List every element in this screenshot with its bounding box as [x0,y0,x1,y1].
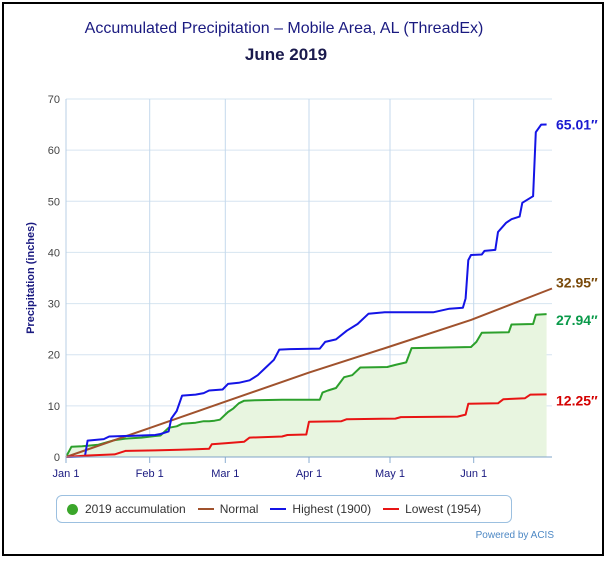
end-label-2019: 27.94″ [556,312,598,328]
y-tick-label: 70 [48,94,60,106]
y-tick-label: 50 [48,196,60,208]
y-tick-label: 0 [54,452,60,464]
series-line-normal [65,287,553,458]
legend-label-2019: 2019 accumulation [85,502,186,516]
legend-swatch-lowest [383,508,400,510]
legend-swatch-2019 [67,503,78,515]
y-tick-label: 30 [48,299,60,311]
x-tick-label: Jan 1 [53,468,80,480]
y-axis-label: Precipitation (inches) [25,222,37,334]
credit-link[interactable]: Powered by ACIS [475,530,554,541]
legend-item-lowest[interactable]: Lowest (1954) [383,502,481,516]
legend-label-normal: Normal [219,502,259,516]
series-line-lowest [65,393,547,458]
end-label-highest: 65.01″ [556,117,598,133]
x-tick-label: May 1 [375,468,405,480]
end-label-normal: 32.95″ [556,274,598,290]
legend-label-highest: Highest (1900) [292,502,372,516]
chart-title: Accumulated Precipitation – Mobile Area,… [85,20,484,37]
legend-item-normal[interactable]: Normal [197,502,259,516]
legend-item-highest[interactable]: Highest (1900) [270,502,371,516]
legend-label-lowest: Lowest (1954) [405,502,482,516]
y-tick-label: 10 [48,401,60,413]
x-tick-label: Apr 1 [296,468,322,480]
legend-swatch-highest [270,508,287,510]
x-tick-label: Jun 1 [460,468,487,480]
legend-item-2019[interactable]: 2019 accumulation [67,502,186,516]
chart-subtitle: June 2019 [245,45,327,64]
legend-swatch-normal [197,508,214,510]
chart-frame [2,2,604,556]
y-tick-label: 40 [48,247,60,259]
series-area-2019 [66,314,547,457]
y-tick-label: 20 [48,350,60,362]
legend: 2019 accumulation Normal Highest (1900) … [56,495,512,523]
x-tick-label: Feb 1 [136,468,164,480]
y-tick-label: 60 [48,145,60,157]
series-line-highest [65,123,547,458]
x-tick-label: Mar 1 [211,468,239,480]
end-label-lowest: 12.25″ [556,392,598,408]
